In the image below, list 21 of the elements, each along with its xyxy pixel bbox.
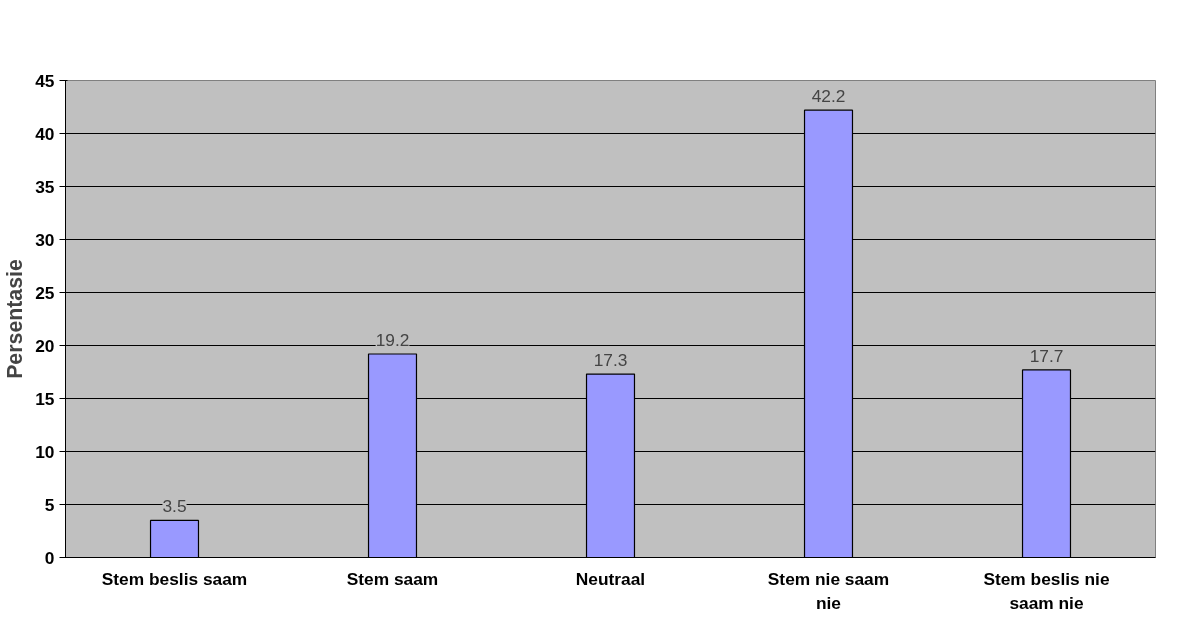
y-tick-label: 15 bbox=[35, 388, 55, 409]
data-label: 17.7 bbox=[1029, 345, 1064, 366]
y-tick-label: 30 bbox=[35, 229, 55, 250]
y-tick-label: 40 bbox=[35, 123, 55, 144]
y-tick-label: 0 bbox=[44, 547, 55, 568]
y-tick-label: 25 bbox=[35, 282, 55, 303]
y-tick-label: 5 bbox=[44, 494, 55, 515]
y-tick-label: 45 bbox=[35, 70, 55, 91]
data-label: 19.2 bbox=[375, 329, 410, 350]
data-label: 42.2 bbox=[811, 86, 846, 107]
x-tick-label: Neutraal bbox=[575, 568, 646, 589]
y-tick-label: 35 bbox=[35, 176, 55, 197]
y-tick-label: 20 bbox=[35, 335, 55, 356]
data-label: 3.5 bbox=[162, 496, 187, 517]
x-tick-label: Stem beslis saam bbox=[101, 568, 248, 589]
x-tick-label: Stem saam bbox=[346, 568, 439, 589]
y-tick-label: 10 bbox=[35, 441, 55, 462]
x-tick-label: Stem beslis nie saam nie bbox=[983, 568, 1110, 613]
data-label: 17.3 bbox=[593, 350, 628, 371]
x-tick-label: Stem nie saam nie bbox=[767, 568, 890, 613]
y-axis-title: Persentasie bbox=[3, 258, 28, 379]
